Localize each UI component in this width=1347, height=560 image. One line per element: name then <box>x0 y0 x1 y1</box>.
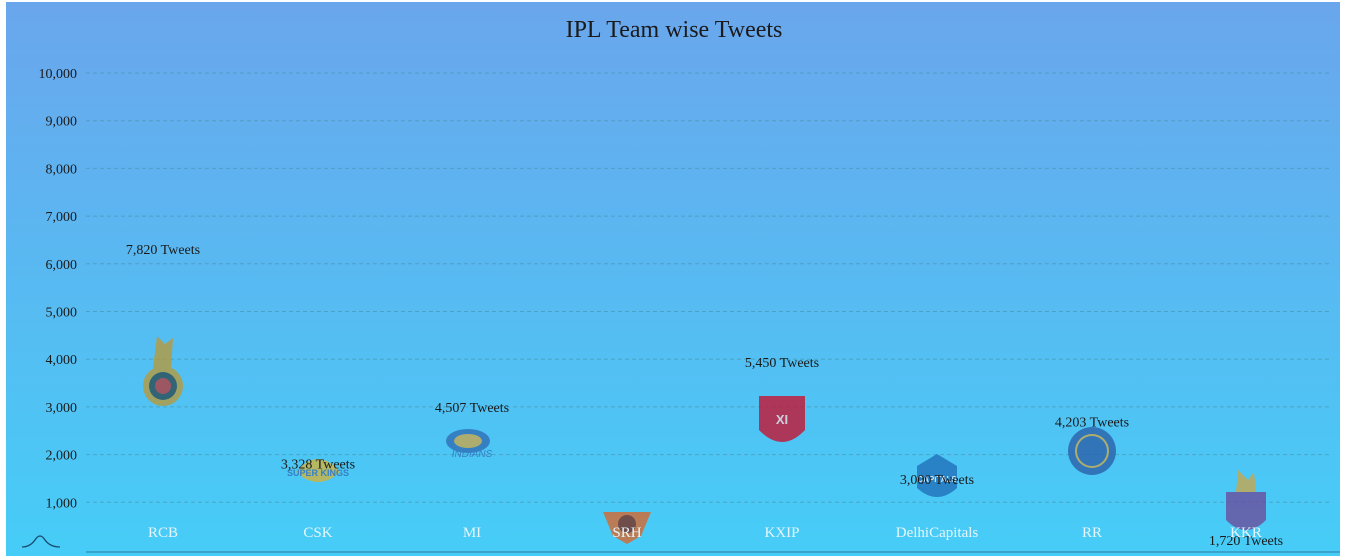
srh-logo <box>603 512 651 544</box>
y-tick-label: 2,000 <box>46 449 78 464</box>
value-label: 3,328 Tweets <box>281 457 355 472</box>
svg-text:CAPITALS: CAPITALS <box>917 475 957 484</box>
category-label: RCB <box>148 525 178 541</box>
mi-logo: INDIANS <box>446 429 493 460</box>
value-label: 4,507 Tweets <box>435 401 509 416</box>
svg-text:XI: XI <box>776 412 788 427</box>
value-label: 4,203 Tweets <box>1055 416 1129 431</box>
category-label: KKR <box>1230 525 1262 541</box>
csk-logo: SUPER KINGS <box>287 459 349 482</box>
svg-text:SUPER KINGS: SUPER KINGS <box>287 468 349 478</box>
kxip-logo: XI <box>759 396 805 442</box>
value-label: 3,000 Tweets <box>900 473 974 488</box>
category-label: MI <box>463 525 481 541</box>
dc-logo: CAPITALS <box>917 454 957 497</box>
y-tick-label: 4,000 <box>46 353 78 368</box>
value-label: 7,820 Tweets <box>126 243 200 258</box>
y-tick-label: 9,000 <box>46 115 78 130</box>
y-tick-label: 1,000 <box>46 496 78 511</box>
y-tick-label: 10,000 <box>39 67 78 82</box>
rcb-logo <box>143 336 183 406</box>
gridlines <box>86 72 1332 503</box>
category-label: RR <box>1082 525 1102 541</box>
y-axis-ticks: 1,000 2,000 3,000 4,000 5,000 6,000 7,000 8,000… <box>39 67 78 511</box>
x-axis-categories: RCB CSK MI SRH KXIP DelhiCapitals RR KKR <box>148 525 1262 541</box>
y-tick-label: 5,000 <box>46 306 78 321</box>
chart-title: IPL Team wise Tweets <box>566 17 783 43</box>
team-logo-markers: SUPER KINGS INDIANS XI CAPITALS <box>143 336 1266 544</box>
y-tick-label: 8,000 <box>46 162 78 177</box>
y-tick-label: 3,000 <box>46 401 78 416</box>
chart-zoom-icon[interactable] <box>21 535 61 548</box>
y-tick-label: 7,000 <box>46 210 78 225</box>
category-label: CSK <box>303 525 332 541</box>
svg-text:INDIANS: INDIANS <box>452 449 493 460</box>
tweets-chart: IPL Team wise Tweets 1,000 2,000 3,000 4,00… <box>6 2 1340 556</box>
value-label: 5,450 Tweets <box>745 356 819 371</box>
kkr-logo <box>1226 470 1266 530</box>
value-label: 1,720 Tweets <box>1209 534 1283 549</box>
category-label: SRH <box>612 525 641 541</box>
category-label: DelhiCapitals <box>896 525 979 541</box>
chart-container: IPL Team wise Tweets 1,000 2,000 3,000 4,00… <box>6 2 1340 556</box>
y-tick-label: 6,000 <box>46 258 78 273</box>
rr-logo <box>1068 427 1116 475</box>
category-label: KXIP <box>764 525 799 541</box>
plot-background <box>6 2 1340 556</box>
